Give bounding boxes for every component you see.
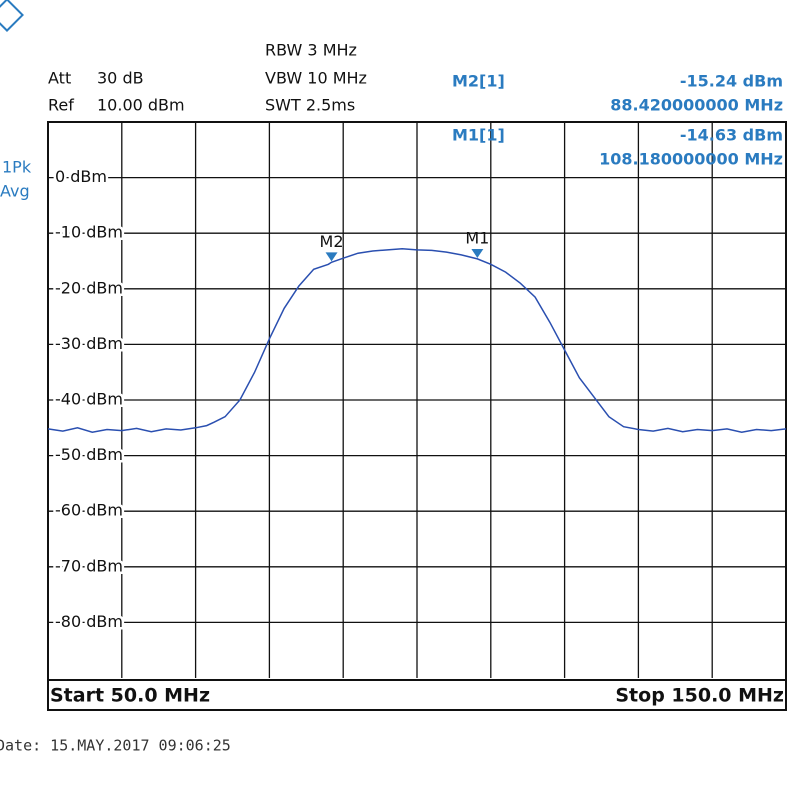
marker-readout: M2[1]	[452, 72, 505, 91]
att-label: Att	[48, 69, 71, 88]
y-tick-label: -10 dBm	[55, 223, 123, 242]
att: 30 dB	[97, 69, 144, 88]
y-tick-label: -80 dBm	[55, 612, 123, 631]
start-label: Start 50.0 MHz	[50, 685, 210, 707]
ref-label: Ref	[48, 96, 74, 115]
stop-label: Stop 150.0 MHz	[615, 685, 784, 707]
y-tick-label: 0 dBm	[55, 167, 107, 186]
marker-readout: M1[1]	[452, 126, 505, 145]
marker-label: M2	[320, 232, 344, 251]
ref: 10.00 dBm	[97, 96, 185, 115]
logo	[0, 0, 24, 32]
date: Date: 15.MAY.2017 09:06:25	[0, 737, 231, 755]
marker-level: -14.63 dBm	[680, 126, 783, 145]
y-tick-label: -40 dBm	[55, 390, 123, 409]
marker-level: -15.24 dBm	[680, 72, 783, 91]
swt: SWT 2.5ms	[265, 96, 355, 115]
y-tick-label: -20 dBm	[55, 278, 123, 297]
detector: 1Pk	[2, 158, 32, 177]
marker	[325, 252, 338, 262]
vbw: VBW 10 MHz	[265, 69, 367, 88]
y-tick-label: -60 dBm	[55, 501, 123, 520]
y-tick-label: -70 dBm	[55, 556, 123, 575]
marker-frequency: 108.180000000 MHz	[599, 150, 783, 169]
y-tick-label: -50 dBm	[55, 445, 123, 464]
y-tick-label: -30 dBm	[55, 334, 123, 353]
marker-label: M1	[465, 228, 489, 247]
detector: Avg	[0, 182, 30, 201]
rbw: RBW 3 MHz	[265, 41, 357, 60]
trace	[47, 248, 787, 433]
marker-frequency: 88.420000000 MHz	[610, 96, 783, 115]
marker	[471, 248, 484, 258]
